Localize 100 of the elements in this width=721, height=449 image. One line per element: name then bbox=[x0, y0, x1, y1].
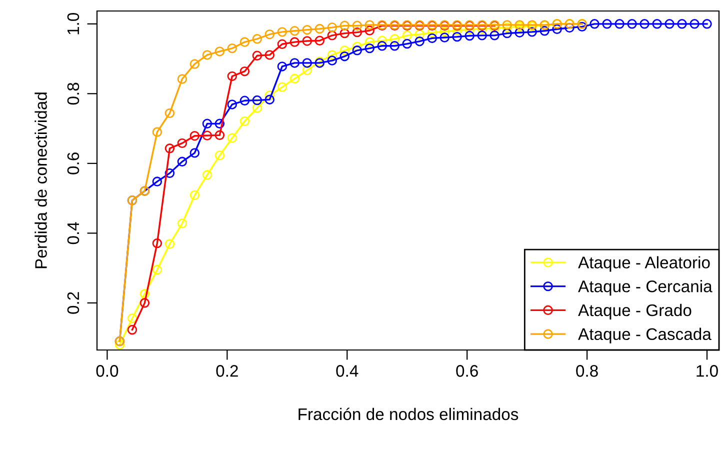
point bbox=[314, 24, 325, 34]
x-tick-label: 1.0 bbox=[696, 365, 718, 377]
point bbox=[602, 19, 612, 29]
point bbox=[477, 30, 487, 40]
point bbox=[252, 34, 262, 44]
point bbox=[177, 156, 188, 167]
point bbox=[690, 19, 700, 29]
point bbox=[227, 43, 237, 54]
point bbox=[164, 239, 175, 249]
point bbox=[240, 96, 250, 106]
point bbox=[552, 24, 562, 34]
point bbox=[364, 26, 374, 36]
point bbox=[290, 37, 300, 47]
point bbox=[502, 22, 512, 32]
point bbox=[652, 19, 662, 29]
point bbox=[127, 324, 138, 335]
y-tick-label: 1.0 bbox=[67, 12, 80, 34]
y-tick-label: 0.8 bbox=[67, 82, 80, 105]
point bbox=[214, 46, 225, 56]
point bbox=[340, 51, 350, 62]
legend-label: Ataque - Aleatorio bbox=[578, 256, 710, 272]
point bbox=[452, 32, 462, 42]
point bbox=[152, 176, 162, 186]
point bbox=[290, 58, 300, 68]
point bbox=[514, 28, 524, 38]
point bbox=[414, 30, 424, 40]
y-axis-title: Perdida de conectividad bbox=[34, 92, 47, 268]
point bbox=[327, 30, 337, 40]
point bbox=[164, 168, 175, 178]
point bbox=[564, 22, 574, 33]
point bbox=[152, 264, 162, 275]
point bbox=[214, 130, 225, 140]
point bbox=[364, 43, 374, 54]
x-tick-label: 0.0 bbox=[96, 365, 118, 377]
point bbox=[390, 34, 400, 44]
point bbox=[452, 26, 462, 36]
x-tick-label: 0.6 bbox=[456, 365, 478, 377]
point bbox=[302, 36, 312, 46]
point bbox=[164, 144, 175, 154]
point bbox=[577, 22, 587, 32]
point bbox=[140, 298, 150, 308]
point bbox=[702, 19, 712, 29]
point bbox=[227, 133, 237, 143]
point bbox=[190, 190, 200, 200]
point bbox=[177, 218, 188, 228]
point bbox=[490, 30, 500, 40]
point bbox=[164, 108, 175, 118]
point bbox=[414, 36, 424, 46]
point bbox=[352, 46, 362, 56]
point bbox=[114, 340, 125, 350]
point bbox=[402, 38, 412, 49]
point bbox=[227, 100, 237, 110]
point bbox=[677, 19, 687, 29]
point bbox=[327, 56, 337, 66]
legend-label: Ataque - Cercania bbox=[578, 280, 712, 296]
x-tick-label: 0.4 bbox=[336, 365, 358, 377]
point bbox=[327, 50, 337, 60]
point bbox=[190, 130, 200, 141]
point bbox=[302, 58, 312, 68]
y-tick-label: 0.4 bbox=[67, 222, 80, 244]
point bbox=[302, 24, 312, 35]
point bbox=[614, 19, 624, 29]
point bbox=[202, 118, 212, 129]
point bbox=[302, 65, 312, 76]
point bbox=[277, 39, 288, 49]
point bbox=[440, 26, 450, 36]
point bbox=[277, 62, 288, 72]
x-tick-label: 0.2 bbox=[216, 365, 238, 377]
point bbox=[352, 27, 362, 38]
point bbox=[127, 313, 138, 324]
point bbox=[177, 138, 188, 148]
point bbox=[264, 90, 274, 100]
point bbox=[427, 28, 437, 38]
point bbox=[240, 116, 250, 126]
point bbox=[490, 23, 500, 33]
point bbox=[202, 170, 212, 180]
point bbox=[327, 22, 337, 32]
point bbox=[502, 28, 512, 38]
point bbox=[377, 36, 387, 46]
point bbox=[340, 28, 350, 38]
point bbox=[190, 148, 200, 158]
point bbox=[364, 37, 374, 47]
point bbox=[177, 74, 188, 84]
point bbox=[440, 32, 450, 42]
point bbox=[252, 103, 262, 113]
point bbox=[664, 19, 674, 29]
point bbox=[202, 50, 212, 60]
point bbox=[640, 19, 650, 29]
point bbox=[252, 95, 262, 106]
point bbox=[627, 19, 637, 29]
point bbox=[527, 27, 537, 37]
legend-label: Ataque - Grado bbox=[578, 304, 692, 320]
y-tick-label: 0.2 bbox=[67, 292, 80, 314]
point bbox=[240, 66, 250, 76]
point bbox=[152, 238, 162, 248]
x-axis-title: Fracción de nodos eliminados bbox=[298, 408, 518, 420]
y-tick-label: 0.6 bbox=[67, 152, 80, 174]
point bbox=[264, 30, 274, 40]
point bbox=[264, 50, 274, 60]
point bbox=[390, 41, 400, 51]
